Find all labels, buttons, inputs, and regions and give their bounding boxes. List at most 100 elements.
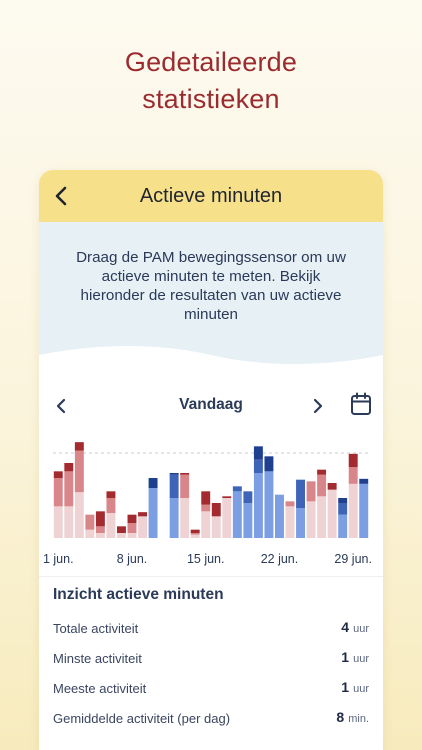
bar-segment-day-1-mid	[53, 478, 63, 507]
stats-section: Inzicht actieve minuten	[39, 586, 383, 604]
bar-segment-day-27-dark	[327, 483, 337, 490]
bar-segment-day-10-dark	[148, 478, 158, 488]
stat-unit: uur	[353, 683, 369, 695]
bar-segment-day-21-light	[264, 471, 274, 538]
bar-segment-day-15-light	[201, 511, 211, 538]
activity-bar-chart	[53, 442, 369, 538]
bar-segment-day-9-light	[138, 516, 147, 538]
bar-segment-day-20-mid	[253, 459, 263, 473]
bar-segment-day-28-dark	[338, 498, 348, 503]
app-screen: Actieve minuten Draag de PAM bewegingsse…	[39, 170, 383, 750]
bar-segment-day-13-mid	[180, 474, 190, 498]
stat-number: 4	[341, 619, 350, 635]
x-tick-label: 22 jun.	[260, 552, 299, 566]
stat-value: 1 uur	[341, 649, 369, 665]
stat-value: 4 uur	[341, 619, 369, 635]
bar-segment-day-24-light	[296, 508, 305, 538]
bar-segment-day-12-dark	[169, 473, 179, 475]
intro-text: Draag de PAM bewegingssensor om uw actie…	[76, 249, 346, 323]
bar-segment-day-4-mid	[85, 514, 95, 530]
previous-period-icon[interactable]	[53, 396, 69, 416]
stat-number: 1	[341, 679, 350, 695]
stat-value: 1 uur	[341, 679, 369, 695]
bar-segment-day-6-mid	[106, 498, 116, 513]
page-headline: Gedetaileerde statistieken	[0, 44, 422, 118]
stat-row-min: Minste activiteit 1 uur	[53, 649, 369, 669]
stat-label: Totale activiteit	[53, 621, 139, 636]
headline-line-1: Gedetaileerde	[124, 47, 298, 77]
bar-segment-day-19-mid	[243, 491, 253, 503]
bar-segment-day-23-mid	[285, 501, 295, 507]
section-divider	[39, 576, 383, 577]
bar-segment-day-13-light	[180, 498, 190, 538]
bar-segment-day-29-dark	[348, 453, 358, 468]
app-bar: Actieve minuten	[39, 170, 383, 222]
bar-segment-day-14-dark	[190, 529, 200, 533]
stat-number: 1	[341, 649, 350, 665]
x-tick-label: 8 jun.	[116, 552, 148, 566]
bar-segment-day-8-light	[127, 533, 137, 538]
stat-unit: uur	[353, 623, 369, 635]
bar-segment-day-3-dark	[74, 442, 84, 451]
bar-segment-day-27-light	[327, 489, 337, 538]
bar-segment-day-18-mid	[232, 486, 242, 492]
bar-segment-day-20-light	[253, 473, 263, 538]
bar-segment-day-26-mid	[317, 474, 327, 497]
back-arrow-icon[interactable]	[51, 184, 73, 208]
bar-segment-day-5-light	[95, 533, 105, 538]
bar-segment-day-9-dark	[138, 512, 147, 517]
bar-segment-day-29-mid	[348, 467, 358, 484]
activity-chart-section: Vandaag 1 jun. 8 jun. 15 jun. 22 jun. 29 jun…	[39, 368, 383, 588]
headline-line-2: statistieken	[142, 84, 280, 114]
stat-row-average: Gemiddelde activiteit (per dag) 8 min.	[53, 709, 369, 729]
bar-segment-day-12-light	[169, 498, 179, 538]
bar-segment-day-7-dark	[117, 526, 126, 533]
bar-segment-day-25-light	[306, 501, 316, 538]
wave-divider	[39, 346, 383, 369]
stat-label: Minste activiteit	[53, 651, 142, 666]
bar-segment-day-23-light	[285, 506, 295, 538]
bar-segment-day-28-mid	[338, 503, 348, 515]
bar-segment-day-6-dark	[106, 491, 116, 498]
bar-segment-day-17-light	[222, 498, 232, 538]
bar-segment-day-29-light	[348, 483, 358, 538]
stat-row-max: Meeste activiteit 1 uur	[53, 679, 369, 699]
x-tick-label: 1 jun.	[42, 552, 74, 566]
x-tick-label: 29 jun.	[334, 552, 372, 566]
bar-segment-day-3-mid	[74, 450, 84, 493]
stat-value: 8 min.	[336, 709, 369, 725]
calendar-icon[interactable]	[350, 392, 372, 416]
bar-segment-day-26-dark	[317, 469, 327, 475]
screen-title: Actieve minuten	[139, 184, 283, 207]
bar-segment-day-8-mid	[127, 523, 137, 533]
x-axis-labels: 1 jun. 8 jun. 15 jun. 22 jun. 29 jun.	[39, 552, 383, 570]
period-label[interactable]: Vandaag	[179, 396, 243, 413]
bar-segment-day-4-light	[85, 529, 95, 538]
bar-segment-day-2-dark	[64, 463, 74, 472]
bar-segment-day-7-light	[117, 533, 126, 538]
next-period-icon[interactable]	[310, 396, 326, 416]
bar-segment-day-1-dark	[53, 471, 63, 478]
stat-unit: min.	[348, 713, 369, 725]
bar-segment-day-6-light	[106, 513, 116, 538]
bar-segment-day-26-light	[317, 496, 327, 538]
x-tick-label: 15 jun.	[186, 552, 225, 566]
stat-label: Meeste activiteit	[53, 681, 147, 696]
bar-segment-day-21-dark	[264, 456, 274, 472]
bar-segment-day-25-mid	[306, 481, 316, 502]
bar-segment-day-10-light	[148, 488, 158, 538]
bar-segment-day-17-dark	[222, 496, 232, 498]
bar-segment-day-3-light	[74, 492, 84, 538]
bar-segment-day-24-mid	[296, 479, 305, 508]
stats-title: Inzicht actieve minuten	[53, 586, 224, 603]
bar-segment-day-20-dark	[253, 446, 263, 460]
bar-segment-day-28-light	[338, 514, 348, 538]
stat-row-total: Totale activiteit 4 uur	[53, 619, 369, 639]
bar-segment-day-14-light	[190, 534, 200, 538]
bar-segment-day-15-dark	[201, 491, 211, 505]
bar-segment-day-16-dark	[211, 503, 221, 517]
bar-segment-day-5-mid	[95, 526, 105, 533]
bar-segment-day-2-light	[64, 506, 74, 538]
bar-segment-day-22-light	[275, 494, 284, 538]
bar-segment-day-1-light	[53, 506, 63, 538]
